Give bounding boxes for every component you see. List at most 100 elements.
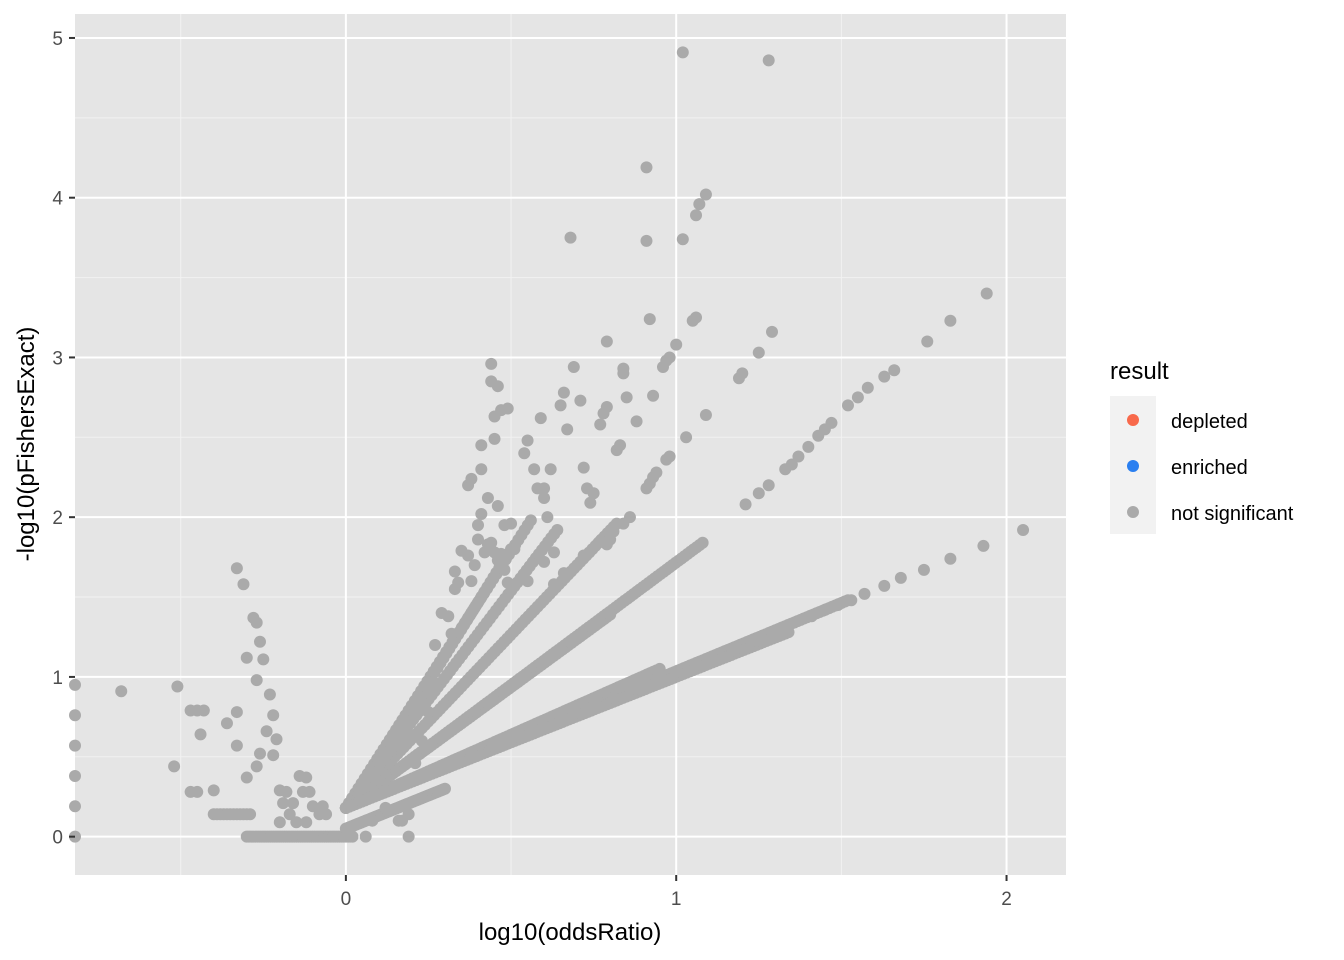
data-point [557,386,570,399]
y-tick-label: 3 [52,348,63,369]
data-point [240,651,253,664]
data-point [766,325,779,338]
data-point [680,431,693,444]
data-point [663,450,676,463]
data-point [538,555,551,568]
data-point [647,389,660,402]
data-point [584,496,597,509]
data-point [69,678,81,691]
data-point [69,739,81,752]
data-point [194,728,207,741]
data-point [263,688,276,701]
x-axis-title: log10(oddsRatio) [479,919,662,946]
legend-label-depleted: depleted [1171,411,1248,433]
data-point [894,571,907,584]
data-point [485,357,498,370]
data-point [917,563,930,576]
legend-label-not-significant: not significant [1171,503,1294,525]
legend-key-enriched [1127,460,1139,472]
data-point [752,487,765,500]
data-point [551,523,564,536]
data-point [676,46,689,59]
data-point [253,635,266,648]
data-point [561,423,574,436]
data-points [69,46,1030,843]
data-point [878,579,891,592]
data-point [693,198,706,211]
data-point [699,408,712,421]
x-tick-label: 1 [671,889,682,910]
data-point [534,412,547,425]
data-point [250,674,263,687]
data-point [283,808,296,821]
data-point [841,399,854,412]
data-point [604,533,617,546]
data-point [230,739,243,752]
data-point [197,704,210,717]
legend: result depleted enriched not significant [1110,358,1294,534]
data-point [438,782,451,795]
data-point [587,487,600,500]
data-point [921,335,934,348]
data-point [442,610,455,623]
data-point [508,543,521,556]
data-point [230,706,243,719]
data-point [429,638,442,651]
data-point [600,400,613,413]
data-point [643,313,656,326]
data-point [472,519,485,532]
data-point [699,188,712,201]
data-point [663,351,676,364]
data-point [518,447,531,460]
y-tick-label: 5 [52,29,63,50]
minor-gridlines [75,14,1066,875]
y-tick-label: 0 [52,828,63,849]
data-point [465,575,478,588]
data-point [557,567,570,580]
data-point [762,54,775,67]
data-point [320,808,333,821]
data-point [521,434,534,447]
data-point [650,466,663,479]
data-point [452,576,465,589]
data-point [475,507,488,520]
data-point [273,816,286,829]
data-point [696,536,709,549]
data-point [267,749,280,762]
data-point [600,335,613,348]
data-point [818,603,831,616]
data-point [402,808,415,821]
data-point [491,500,504,512]
data-point [802,440,815,453]
x-tick-label: 0 [341,889,352,910]
data-point [640,161,653,174]
data-point [472,533,485,546]
data-point [260,725,273,738]
data-point [253,747,266,760]
y-tick-label: 4 [52,189,63,210]
data-point [690,311,703,324]
data-point [277,797,290,810]
data-point [257,653,270,666]
data-point [207,784,220,797]
data-point [944,552,957,565]
data-point [785,458,798,471]
data-point [676,233,689,246]
data-point [475,439,488,452]
data-point [171,680,184,693]
data-point [240,771,253,784]
data-point [244,808,257,821]
data-point [577,461,590,474]
y-tick-label: 2 [52,508,63,529]
data-point [488,432,501,445]
data-point [501,576,514,589]
data-point [69,709,81,722]
data-point [69,769,81,782]
data-point [270,733,283,746]
data-point [250,616,263,629]
data-point [250,760,263,773]
data-point [485,536,498,549]
data-point [287,797,300,810]
data-point [220,717,233,730]
data-point [237,578,250,591]
